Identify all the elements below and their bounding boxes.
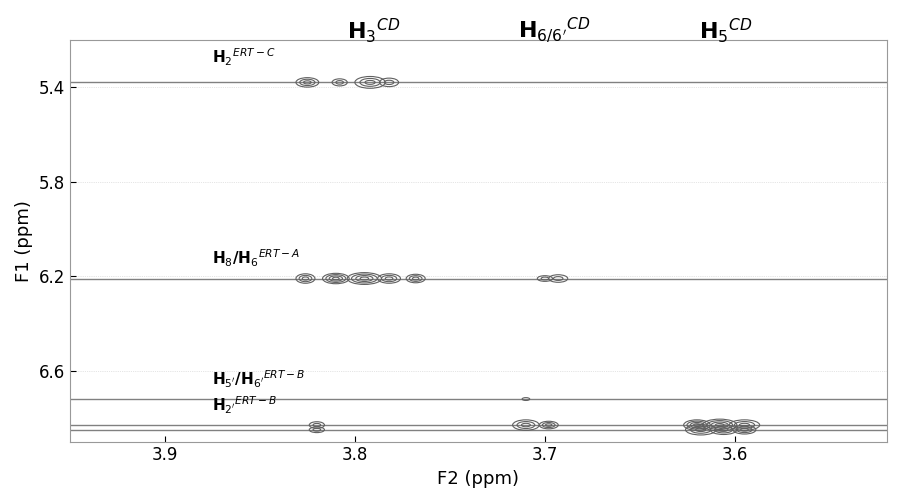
Text: H$_{5'}$/H$_{6'}$$^{ERT-B}$: H$_{5'}$/H$_{6'}$$^{ERT-B}$ [212,368,306,390]
Text: H$_{2'}$$^{ERT-B}$: H$_{2'}$$^{ERT-B}$ [212,394,278,415]
X-axis label: F2 (ppm): F2 (ppm) [437,470,520,488]
Text: H$_{6/6'}$$^{CD}$: H$_{6/6'}$$^{CD}$ [519,15,591,45]
Y-axis label: F1 (ppm): F1 (ppm) [15,200,33,282]
Text: H$_2$$^{ERT-C}$: H$_2$$^{ERT-C}$ [212,47,276,68]
Text: H$_5$$^{CD}$: H$_5$$^{CD}$ [699,16,752,45]
Text: H$_3$$^{CD}$: H$_3$$^{CD}$ [347,16,400,45]
Text: H$_8$/H$_6$$^{ERT-A}$: H$_8$/H$_6$$^{ERT-A}$ [212,247,300,269]
